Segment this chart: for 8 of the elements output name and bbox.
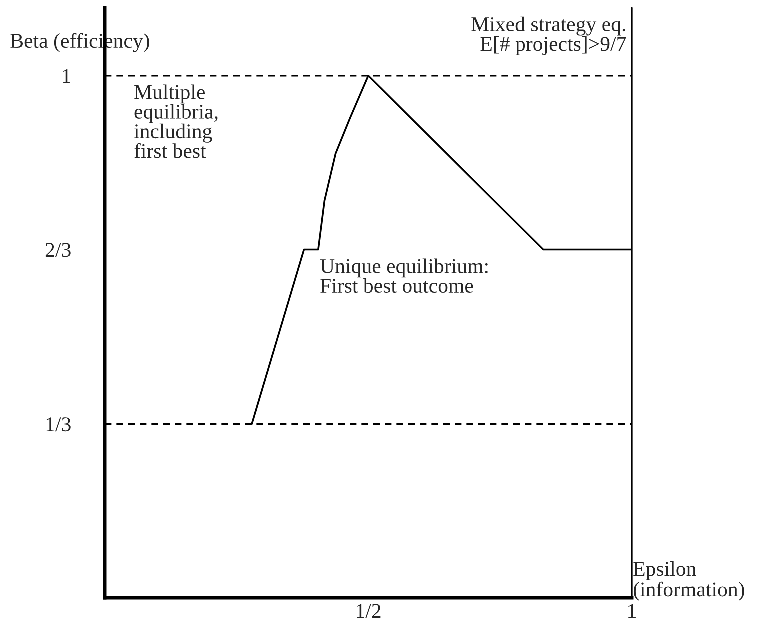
- annotation: Multiple equilibria, including first best: [134, 84, 218, 158]
- annotation: Unique equilibrium: First best outcome: [320, 258, 488, 294]
- x-tick-label: 1/2: [357, 604, 381, 618]
- y-tick-label: 2/3: [46, 243, 71, 258]
- annotation: Mixed strategy eq. E[# projects]>9/7: [472, 16, 626, 56]
- x-axis-title: Epsilon (information): [634, 561, 744, 601]
- y-tick-label: 1: [63, 69, 70, 84]
- y-tick-label: 1/3: [46, 418, 71, 432]
